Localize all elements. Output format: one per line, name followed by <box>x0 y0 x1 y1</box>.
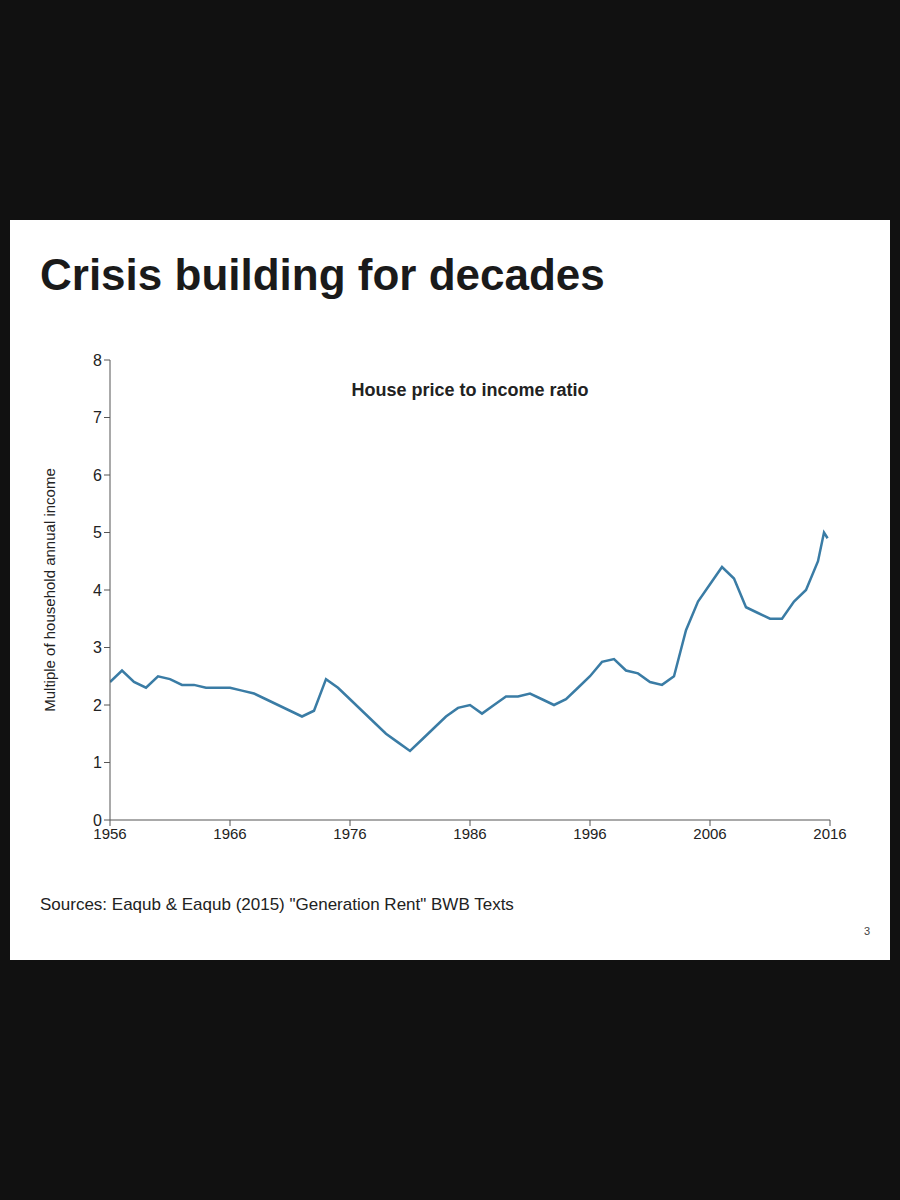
svg-text:4: 4 <box>93 582 102 599</box>
html-text:Sources: Eaqub & Eaqub (2015): Sources: Eaqub & Eaqub (2015) "Generatio… <box>40 895 514 914</box>
html-text:Crisis building for decades: Crisis building for decades <box>40 250 605 299</box>
svg-text:1: 1 <box>93 754 102 771</box>
svg-text:1976: 1976 <box>333 825 366 842</box>
svg-text:2016: 2016 <box>813 825 846 842</box>
svg-text:1996: 1996 <box>573 825 606 842</box>
svg-text:1986: 1986 <box>453 825 486 842</box>
svg-text:Multiple of household annual i: Multiple of household annual income <box>41 468 58 712</box>
svg-text:8: 8 <box>93 352 102 369</box>
svg-text:3: 3 <box>93 639 102 656</box>
svg-text:1956: 1956 <box>93 824 127 842</box>
svg-text:7: 7 <box>93 409 102 426</box>
svg-text:6: 6 <box>93 467 102 484</box>
svg-text:1966: 1966 <box>213 825 246 842</box>
svg-text:2: 2 <box>93 697 102 714</box>
svg-text:0: 0 <box>93 812 102 829</box>
svg-text:2006: 2006 <box>693 825 726 842</box>
html-text:House price to income ratio: House price to income ratio <box>351 380 589 400</box>
svg-text:5: 5 <box>93 524 102 541</box>
html-text:3: 3 <box>863 925 870 937</box>
